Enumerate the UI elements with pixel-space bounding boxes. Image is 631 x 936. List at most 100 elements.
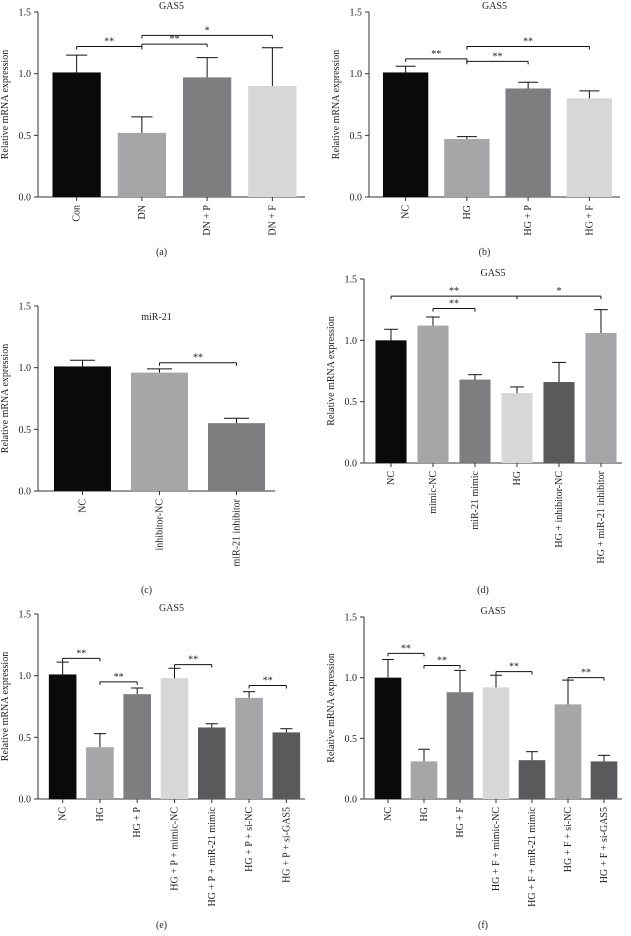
y-tick-label: 0.0 <box>19 487 32 498</box>
y-tick-label: 1.5 <box>345 275 358 286</box>
x-tick-label-3: HG + F <box>455 807 466 838</box>
x-tick-label-1: NC <box>386 471 397 485</box>
chart-panel-2: GAS5 0.0 0.5 1.0 1.5 Relative mRNA expression… <box>331 1 620 258</box>
panel-caption: (b) <box>479 247 491 258</box>
y-tick-label: 0.5 <box>19 425 32 436</box>
sig-label-3: ** <box>509 662 519 673</box>
chart-title: GAS5 <box>480 606 505 617</box>
y-axis-label: Relative mRNA expression <box>331 50 342 159</box>
chart-panel-4: GAS5 0.0 0.5 1.0 1.5 Relative mRNA expression… <box>326 268 622 596</box>
bar-7 <box>590 761 618 799</box>
x-tick-label-2: HG <box>462 205 473 219</box>
y-axis-label: Relative mRNA expression <box>0 344 11 453</box>
bar-1 <box>48 674 77 799</box>
y-tick-label: 0.0 <box>19 193 32 204</box>
sig-label-2: ** <box>437 656 447 667</box>
x-tick-label-6: HG + P + si-NC <box>244 807 255 872</box>
y-tick-label: 1.5 <box>19 610 32 621</box>
bar-5 <box>197 727 226 799</box>
bar-3 <box>123 694 152 799</box>
bar-1 <box>52 72 101 197</box>
bar-6 <box>585 332 617 463</box>
bar-3 <box>446 692 474 799</box>
sig-label-3: * <box>557 286 562 297</box>
chart-panel-6: GAS5 0.0 0.5 1.0 1.5 Relative mRNA expression… <box>326 606 622 931</box>
x-tick-label-1: NC <box>401 205 412 219</box>
bar-5 <box>543 382 575 463</box>
x-tick-label-4: HG <box>512 471 523 485</box>
x-tick-label-2: DN <box>137 205 148 219</box>
sig-label-4: ** <box>581 668 591 679</box>
y-tick-label: 0.0 <box>350 193 363 204</box>
y-axis-label: Relative mRNA expression <box>0 652 11 761</box>
sig-label-2: ** <box>170 34 180 45</box>
x-tick-label-2: HG <box>95 807 106 821</box>
chart-panel-3: miR-21 0.0 0.5 1.0 1.5 Relative mRNA expressi… <box>0 302 275 596</box>
bar-4 <box>248 86 297 197</box>
panel-caption: (a) <box>156 247 167 258</box>
chart-panel-1: GAS5 0.0 0.5 1.0 1.5 Relative mRNA expression… <box>0 1 305 258</box>
bar-3 <box>505 88 551 197</box>
bar-2 <box>86 747 114 799</box>
y-tick-label: 1.0 <box>345 336 358 347</box>
panel-caption: (f) <box>478 920 488 931</box>
sig-label-2: ** <box>114 672 124 683</box>
bar-4 <box>501 393 533 463</box>
sig-label-1: ** <box>431 49 441 60</box>
x-tick-label-4: DN + F <box>267 205 278 236</box>
sig-label-1: ** <box>76 648 86 659</box>
x-tick-label-4: HG + F + mimic-NC <box>491 807 502 891</box>
x-tick-label-1: NC <box>383 807 394 821</box>
x-tick-label-5: HG + F + miR-21 mimic <box>527 806 538 906</box>
bar-2 <box>131 372 188 491</box>
chart-title: GAS5 <box>159 603 184 614</box>
x-tick-label-6: HG + F + si-NC <box>563 807 574 873</box>
y-tick-label: 1.5 <box>345 613 358 624</box>
bar-3 <box>459 379 491 463</box>
sig-label-3: ** <box>523 37 533 48</box>
y-tick-label: 0.5 <box>345 397 358 408</box>
sig-label-1: ** <box>401 643 411 654</box>
bar-6 <box>554 704 582 799</box>
x-tick-label-2: mimic-NC <box>428 471 439 514</box>
y-axis-label: Relative mRNA expression <box>0 50 11 159</box>
bar-5 <box>518 760 546 799</box>
bar-7 <box>272 732 301 799</box>
bar-1 <box>382 72 429 197</box>
y-axis-label: Relative mRNA expression <box>326 653 337 762</box>
sig-label-1: ** <box>193 353 203 364</box>
chart-title: miR-21 <box>141 312 172 323</box>
bar-2 <box>417 325 449 463</box>
y-tick-label: 1.5 <box>19 8 32 19</box>
bar-1 <box>375 340 407 463</box>
x-tick-label-7: HG + F + si-GAS5 <box>599 807 610 883</box>
x-tick-label-1: Con <box>72 205 83 222</box>
x-tick-label-3: HG + P <box>132 807 143 838</box>
bar-2 <box>117 132 167 197</box>
sig-label-3: ** <box>188 655 198 666</box>
sig-label-4: ** <box>263 676 273 687</box>
x-tick-label-4: HG + F <box>584 205 595 236</box>
x-tick-label-1: NC <box>78 499 89 513</box>
y-tick-label: 1.0 <box>19 363 32 374</box>
bar-6 <box>235 697 263 799</box>
x-tick-label-1: NC <box>58 807 69 821</box>
y-tick-label: 0.0 <box>345 795 358 806</box>
y-tick-label: 1.5 <box>350 8 363 19</box>
bar-4 <box>482 687 510 799</box>
bar-1 <box>54 366 111 491</box>
x-tick-label-5: HG + inhibitor-NC <box>554 471 565 548</box>
x-tick-label-3: DN + P <box>202 205 213 236</box>
panel-caption: (e) <box>156 920 167 931</box>
sig-label-2: ** <box>493 51 503 62</box>
sig-label-1: ** <box>449 286 459 297</box>
y-tick-label: 1.0 <box>19 671 32 682</box>
bar-1 <box>374 677 402 799</box>
x-tick-label-6: HG + miR-21 inhibitor <box>596 470 607 563</box>
y-tick-label: 0.0 <box>345 459 358 470</box>
bar-4 <box>160 678 189 799</box>
y-tick-label: 0.0 <box>19 795 32 806</box>
chart-panel-5: GAS5 0.0 0.5 1.0 1.5 Relative mRNA expression… <box>0 603 305 931</box>
bar-2 <box>410 761 438 799</box>
